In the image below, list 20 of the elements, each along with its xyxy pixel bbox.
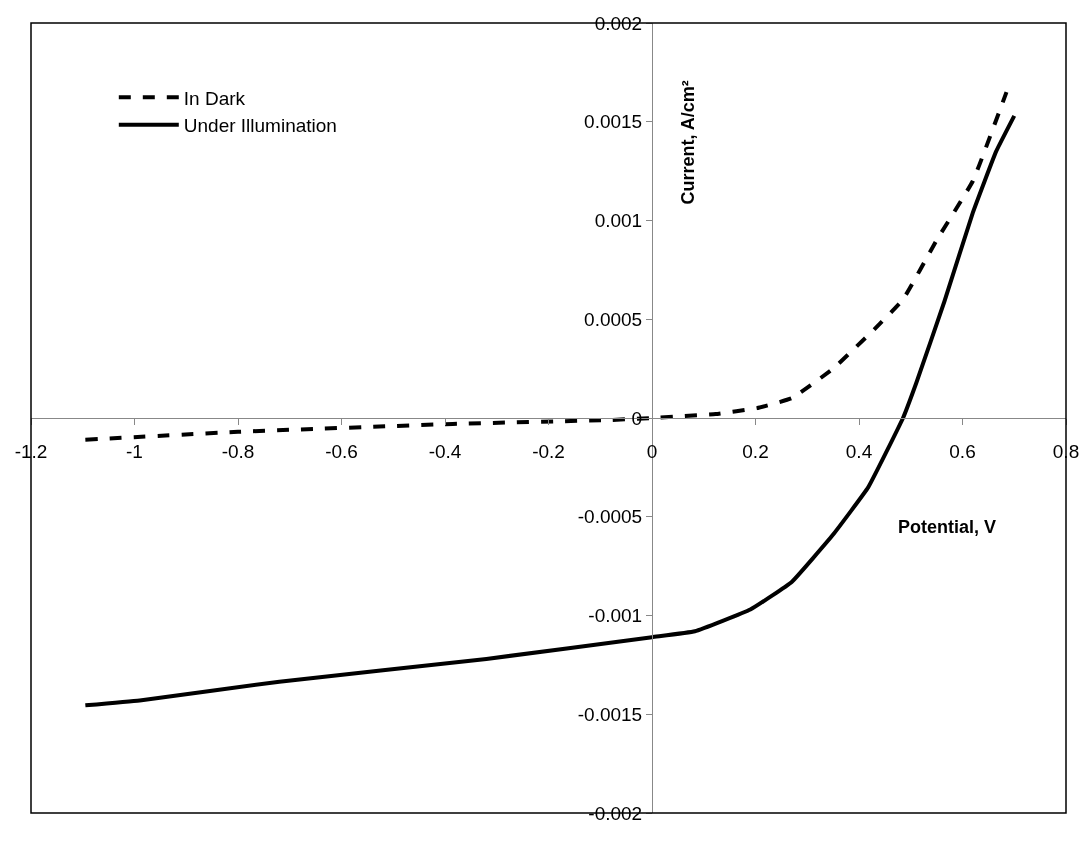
x-tick-label: -0.2: [532, 440, 565, 462]
y-tick-label: 0.0015: [584, 111, 643, 133]
x-tick-label: -0.4: [428, 440, 462, 462]
x-tick-label: -0.8: [221, 440, 255, 462]
y-tick-label: 0.0005: [584, 308, 643, 330]
x-axis-title: Potential, V: [898, 517, 997, 537]
x-tick-label: 0.4: [845, 440, 873, 462]
y-axis-title: Current, A/cm²: [677, 80, 698, 205]
y-tick-label: -0.0005: [577, 506, 643, 528]
x-tick-label: -1: [126, 440, 143, 462]
y-tick-label: -0.001: [588, 605, 643, 627]
legend-label: In Dark: [183, 87, 246, 109]
x-tick-label: 0.6: [949, 440, 976, 462]
x-tick-label: 0: [646, 440, 658, 462]
x-tick-label: -0.6: [325, 440, 358, 462]
y-tick-label: -0.0015: [577, 703, 643, 725]
legend-label: Under Illumination: [183, 115, 337, 137]
y-tick-label: 0.001: [594, 210, 643, 232]
x-tick-label: 0.2: [742, 440, 769, 462]
y-tick-label: 0: [631, 407, 643, 429]
